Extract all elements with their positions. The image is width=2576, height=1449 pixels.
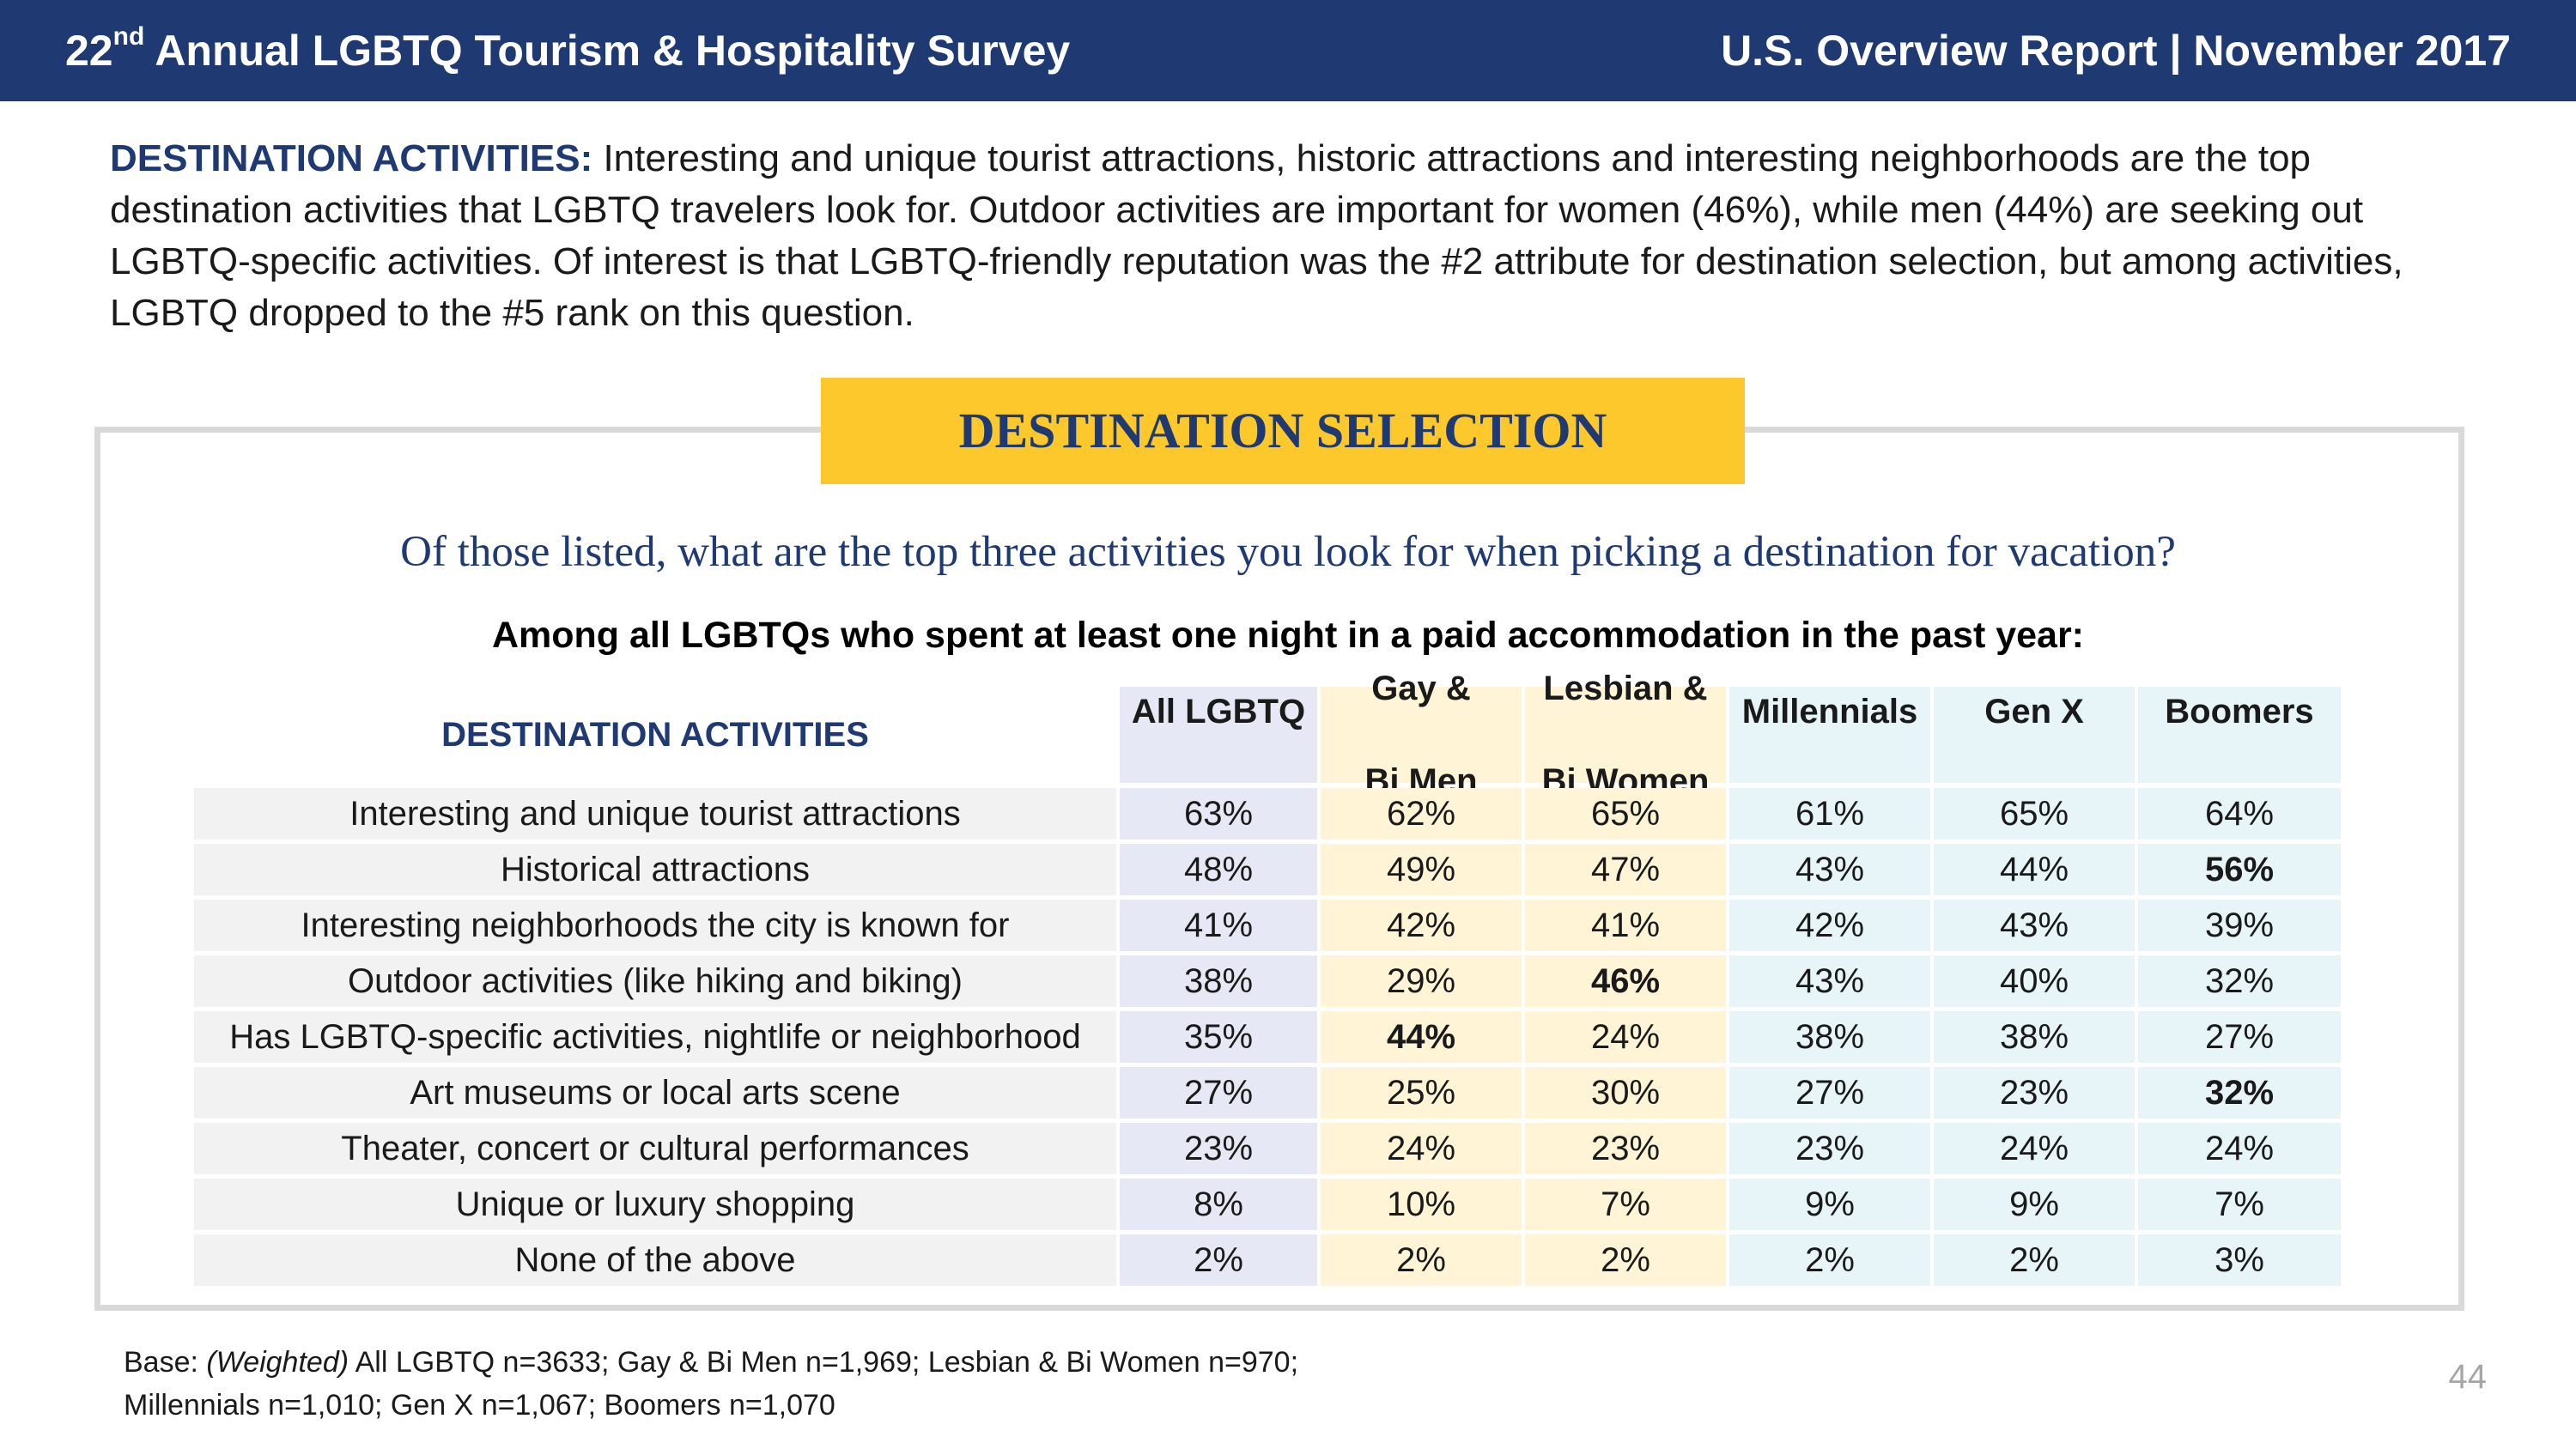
value-cell: 38% <box>1120 955 1317 1007</box>
value-cell: 7% <box>2138 1179 2341 1230</box>
value-cell: 62% <box>1321 788 1522 840</box>
value-cell: 23% <box>1525 1123 1726 1174</box>
table-row: Art museums or local arts scene 27% 25% 30%… <box>194 1067 2341 1119</box>
value-cell: 24% <box>1934 1123 2135 1174</box>
activity-label: Has LGBTQ-specific activities, nightlife… <box>194 1011 1116 1063</box>
section-banner: DESTINATION SELECTION <box>821 378 1745 484</box>
value-cell: 32% <box>2138 1067 2341 1119</box>
activity-label: Outdoor activities (like hiking and biki… <box>194 955 1116 1007</box>
activity-label: Interesting neighborhoods the city is kn… <box>194 900 1116 951</box>
intro-lead: DESTINATION ACTIVITIES: <box>110 137 593 179</box>
value-cell: 9% <box>1729 1179 1930 1230</box>
value-cell: 40% <box>1934 955 2135 1007</box>
value-cell: 3% <box>2138 1234 2341 1286</box>
value-cell: 41% <box>1525 900 1726 951</box>
value-cell: 9% <box>1934 1179 2135 1230</box>
value-cell: 24% <box>1525 1011 1726 1063</box>
survey-title: 22nd Annual LGBTQ Tourism & Hospitality … <box>65 22 1071 75</box>
value-cell: 2% <box>1525 1234 1726 1286</box>
value-cell: 43% <box>1729 844 1930 895</box>
value-cell: 8% <box>1120 1179 1317 1230</box>
value-cell: 24% <box>1321 1123 1522 1174</box>
column-header: Boomers <box>2138 687 2341 783</box>
table-row: Interesting neighborhoods the city is kn… <box>194 900 2341 951</box>
activity-label: Historical attractions <box>194 844 1116 895</box>
column-header: Millennials <box>1729 687 1930 783</box>
activity-label: Theater, concert or cultural performance… <box>194 1123 1116 1174</box>
value-cell: 61% <box>1729 788 1930 840</box>
value-cell: 38% <box>1729 1011 1930 1063</box>
value-cell: 32% <box>2138 955 2341 1007</box>
activity-label: Art museums or local arts scene <box>194 1067 1116 1119</box>
value-cell: 29% <box>1321 955 1522 1007</box>
value-cell: 27% <box>1120 1067 1317 1119</box>
value-cell: 35% <box>1120 1011 1317 1063</box>
value-cell: 2% <box>1934 1234 2135 1286</box>
value-cell: 63% <box>1120 788 1317 840</box>
value-cell: 48% <box>1120 844 1317 895</box>
column-header: Lesbian & Bi Women <box>1525 670 1726 800</box>
value-cell: 25% <box>1321 1067 1522 1119</box>
value-cell: 65% <box>1934 788 2135 840</box>
value-cell: 41% <box>1120 900 1317 951</box>
value-cell: 2% <box>1729 1234 1930 1286</box>
column-header: Gay & Bi Men <box>1321 670 1522 800</box>
value-cell: 49% <box>1321 844 1522 895</box>
table-row: Theater, concert or cultural performance… <box>194 1123 2341 1174</box>
value-cell: 2% <box>1120 1234 1317 1286</box>
value-cell: 65% <box>1525 788 1726 840</box>
value-cell: 27% <box>1729 1067 1930 1119</box>
value-cell: 2% <box>1321 1234 1522 1286</box>
table-row: Has LGBTQ-specific activities, nightlife… <box>194 1011 2341 1063</box>
activity-label: None of the above <box>194 1234 1116 1286</box>
table-row: Historical attractions 48% 49% 47% 43% 44% 56% <box>194 844 2341 895</box>
value-cell: 42% <box>1729 900 1930 951</box>
value-cell: 23% <box>1120 1123 1317 1174</box>
value-cell: 43% <box>1729 955 1930 1007</box>
intro-text: Interesting and unique tourist attractio… <box>110 137 2403 334</box>
intro-paragraph: DESTINATION ACTIVITIES: Interesting and … <box>110 133 2428 339</box>
report-header: 22nd Annual LGBTQ Tourism & Hospitality … <box>0 0 2576 101</box>
table-row: None of the above 2% 2% 2% 2% 2% 3% <box>194 1234 2341 1286</box>
value-cell: 44% <box>1934 844 2135 895</box>
value-cell: 38% <box>1934 1011 2135 1063</box>
value-cell: 10% <box>1321 1179 1522 1230</box>
table-row: Outdoor activities (like hiking and biki… <box>194 955 2341 1007</box>
base-note: Base: (Weighted) All LGBTQ n=3633; Gay &… <box>124 1346 1299 1422</box>
row-header-label: DESTINATION ACTIVITIES <box>194 687 1116 783</box>
value-cell: 42% <box>1321 900 1522 951</box>
column-header: Gen X <box>1934 687 2135 783</box>
value-cell: 44% <box>1321 1011 1522 1063</box>
value-cell: 7% <box>1525 1179 1726 1230</box>
survey-question: Of those listed, what are the top three … <box>400 528 2176 576</box>
value-cell: 46% <box>1525 955 1726 1007</box>
column-header: All LGBTQ <box>1120 687 1317 783</box>
value-cell: 24% <box>2138 1123 2341 1174</box>
value-cell: 27% <box>2138 1011 2341 1063</box>
survey-subquestion: Among all LGBTQs who spent at least one … <box>491 615 2085 656</box>
page-number: 44 <box>2448 1358 2488 1396</box>
report-subtitle: U.S. Overview Report | November 2017 <box>1721 27 2511 75</box>
activity-label: Unique or luxury shopping <box>194 1179 1116 1230</box>
value-cell: 47% <box>1525 844 1726 895</box>
value-cell: 43% <box>1934 900 2135 951</box>
table-row: Interesting and unique tourist attractio… <box>194 788 2341 840</box>
value-cell: 39% <box>2138 900 2341 951</box>
value-cell: 23% <box>1934 1067 2135 1119</box>
value-cell: 30% <box>1525 1067 1726 1119</box>
value-cell: 23% <box>1729 1123 1930 1174</box>
activity-label: Interesting and unique tourist attractio… <box>194 788 1116 840</box>
table-row: Unique or luxury shopping 8% 10% 7% 9% 9% 7% <box>194 1179 2341 1230</box>
value-cell: 64% <box>2138 788 2341 840</box>
value-cell: 56% <box>2138 844 2341 895</box>
